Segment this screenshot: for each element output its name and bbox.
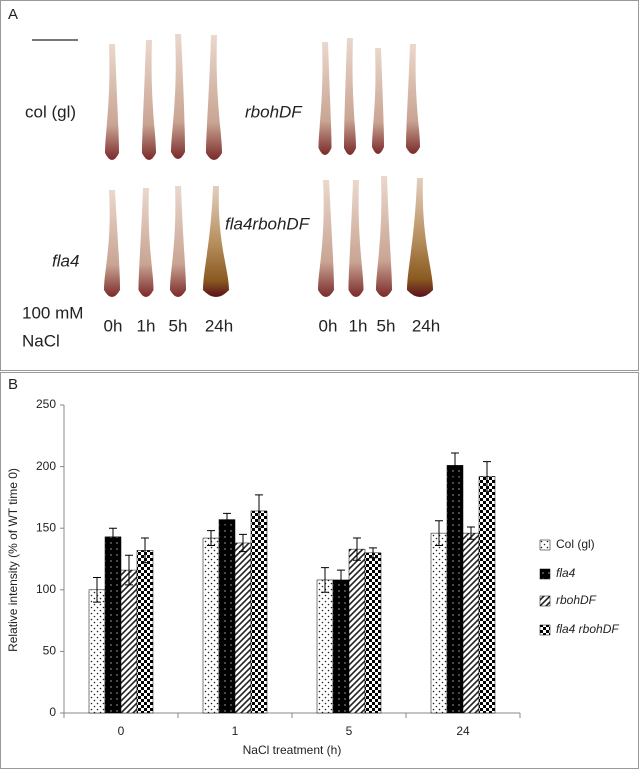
y-tick-label: 0	[49, 705, 56, 719]
root	[170, 186, 186, 297]
y-tick-label: 100	[36, 582, 56, 596]
time-label: 5h	[169, 316, 188, 335]
root	[138, 188, 154, 297]
error-bar	[109, 527, 117, 546]
bar	[364, 552, 382, 714]
genotype-label: fla4	[52, 251, 79, 270]
root	[407, 178, 433, 297]
root	[142, 40, 156, 160]
bar	[316, 579, 334, 714]
legend-label: rbohDF	[556, 593, 597, 607]
y-tick-label: 150	[36, 520, 56, 534]
time-label: 5h	[377, 316, 396, 335]
root	[376, 176, 392, 297]
bar	[462, 532, 480, 714]
root	[171, 34, 185, 159]
error-bar	[239, 533, 247, 553]
y-tick-label: 50	[43, 644, 57, 658]
root	[318, 42, 332, 155]
bar	[234, 542, 252, 714]
root	[348, 180, 364, 297]
bar	[250, 510, 268, 714]
root	[105, 44, 119, 160]
legend-swatch	[539, 595, 551, 607]
genotype-label: rbohDF	[245, 102, 303, 121]
time-label: 1h	[137, 316, 156, 335]
x-tick-label: 0	[118, 724, 125, 738]
x-tick-label: 24	[456, 724, 470, 738]
error-bar	[451, 452, 459, 479]
bar	[430, 532, 448, 714]
y-tick-label: 250	[36, 397, 56, 411]
root	[206, 35, 222, 160]
root-photos	[104, 34, 433, 297]
legend-label: Col (gl)	[556, 537, 595, 551]
treatment-label: 100 mM	[22, 303, 83, 322]
error-bar	[125, 554, 133, 586]
bar	[120, 569, 138, 714]
error-bar	[435, 520, 443, 546]
error-bar	[207, 530, 215, 546]
panel-a-frame	[0, 0, 639, 371]
time-label: 0h	[104, 316, 123, 335]
error-bar	[223, 512, 231, 527]
root	[318, 180, 334, 297]
bar	[348, 548, 366, 714]
time-label: 1h	[349, 316, 368, 335]
root	[203, 186, 229, 297]
error-bar	[467, 526, 475, 540]
legend-swatch	[539, 624, 551, 636]
treatment-label: NaCl	[22, 331, 60, 350]
root	[406, 44, 420, 154]
error-bar	[337, 569, 345, 591]
error-bar	[321, 567, 329, 593]
root	[372, 48, 384, 154]
error-bar	[255, 494, 263, 528]
genotype-label: col (gl)	[25, 102, 76, 121]
genotype-label: fla4rbohDF	[225, 214, 311, 233]
legend-label: fla4 rbohDF	[556, 622, 619, 636]
bar	[332, 579, 350, 714]
legend-swatch	[539, 568, 551, 580]
panel-label: B	[8, 376, 18, 393]
bar	[104, 536, 122, 714]
legend-label: fla4	[556, 566, 576, 580]
root	[344, 38, 356, 155]
time-label: 24h	[412, 316, 440, 335]
error-bar	[483, 461, 491, 492]
bar	[136, 550, 154, 714]
error-bar	[369, 547, 377, 559]
x-tick-label: 1	[232, 724, 239, 738]
error-bar	[353, 537, 361, 561]
y-tick-label: 200	[36, 459, 56, 473]
y-axis-label: Relative intensity (% of WT time 0)	[6, 468, 20, 652]
x-tick-label: 5	[346, 724, 353, 738]
bar	[478, 476, 496, 714]
legend-swatch	[539, 539, 551, 551]
error-bar	[141, 537, 149, 564]
bar	[88, 589, 106, 714]
x-axis-label: NaCl treatment (h)	[243, 743, 342, 757]
bar	[202, 537, 220, 714]
panel-label: A	[8, 6, 18, 23]
time-label: 0h	[319, 316, 338, 335]
error-bar	[93, 576, 101, 603]
time-label: 24h	[205, 316, 233, 335]
root	[104, 190, 120, 297]
bar	[446, 465, 464, 714]
bar	[218, 519, 236, 714]
